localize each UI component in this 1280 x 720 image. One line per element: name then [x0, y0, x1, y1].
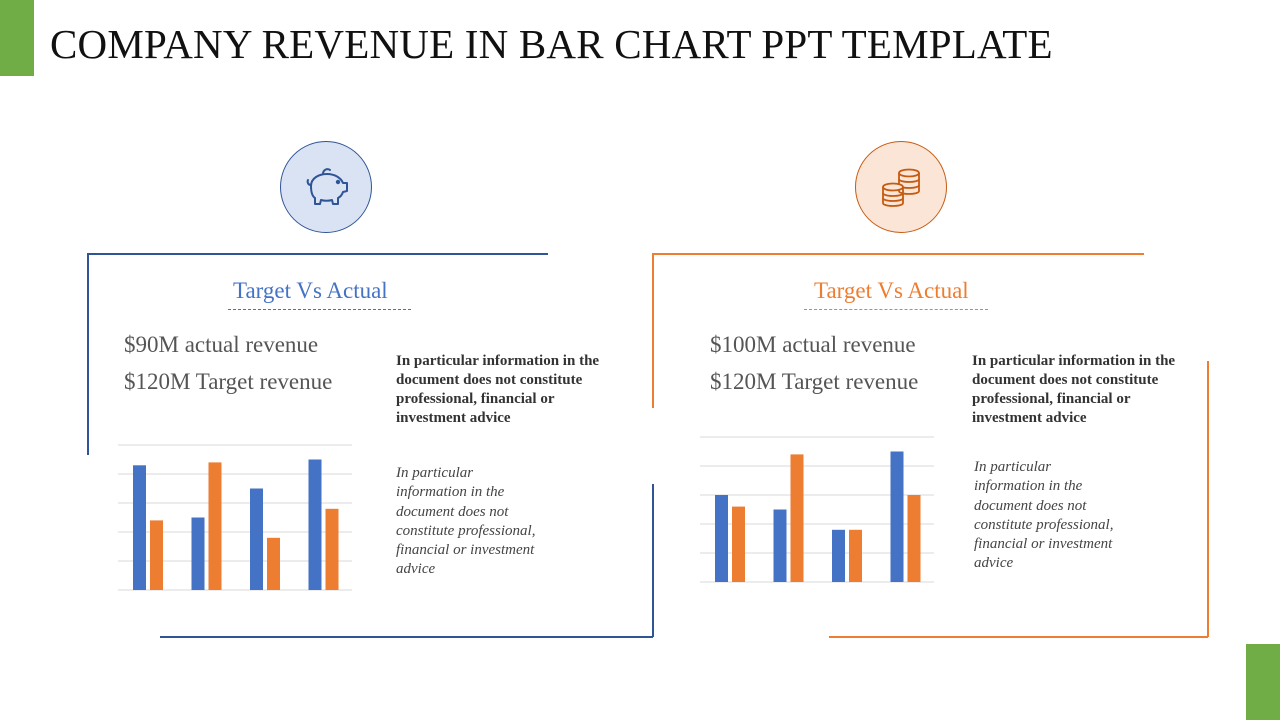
bar-series2-cat2	[208, 462, 222, 590]
panel-heading-right: Target Vs Actual	[814, 278, 969, 303]
frame-right-top-line	[652, 253, 1144, 255]
frame-left-left-line	[87, 253, 89, 455]
frame-right-left-line	[652, 253, 654, 408]
target-revenue-left: $120M Target revenue	[124, 369, 333, 394]
bar-chart-left	[118, 444, 352, 591]
frame-left-right-line	[652, 484, 654, 637]
bar-series1-cat1	[133, 465, 146, 590]
bar-series1-cat3	[250, 488, 263, 590]
bar-series2-cat1	[150, 520, 163, 590]
actual-revenue-left: $90M actual revenue	[124, 332, 319, 357]
bold-description-right: In particular information in the documen…	[972, 353, 1176, 426]
frame-right-bottom-line	[829, 636, 1208, 638]
accent-block-bottom-right	[1246, 644, 1280, 720]
bar-series2-cat3	[267, 537, 280, 590]
bar-series2-cat4	[907, 495, 921, 582]
bar-series1-cat3	[832, 529, 845, 582]
bar-series2-cat1	[732, 506, 745, 582]
heading-underline-right	[804, 309, 988, 310]
frame-left-bottom-line	[160, 636, 653, 638]
bar-series2-cat2	[790, 454, 804, 582]
bar-series1-cat1	[715, 495, 728, 582]
actual-revenue-right: $100M actual revenue	[710, 332, 916, 357]
italic-description-right: In particular information in the documen…	[974, 459, 1114, 572]
icon-circle-left	[280, 141, 372, 233]
coins-stack-icon	[882, 168, 920, 207]
bar-series1-cat4	[308, 459, 322, 590]
heading-underline-left	[228, 309, 411, 310]
icon-circle-right	[855, 141, 947, 233]
bar-chart-right	[700, 436, 934, 583]
bold-description-left: In particular information in the documen…	[396, 353, 600, 426]
frame-right-right-line	[1207, 361, 1209, 637]
bar-series1-cat2	[191, 517, 205, 590]
accent-block-top-left	[0, 0, 34, 76]
frame-left-top-line	[87, 253, 548, 255]
italic-description-left: In particular information in the documen…	[396, 465, 536, 578]
bar-series2-cat3	[849, 529, 862, 582]
panel-heading-left: Target Vs Actual	[233, 278, 388, 303]
bar-series1-cat2	[773, 509, 787, 582]
piggy-bank-icon	[306, 168, 348, 205]
target-revenue-right: $120M Target revenue	[710, 369, 919, 394]
bar-series2-cat4	[325, 508, 339, 590]
slide-title: COMPANY REVENUE IN BAR CHART PPT TEMPLAT…	[50, 21, 1053, 67]
bar-series1-cat4	[890, 451, 904, 582]
